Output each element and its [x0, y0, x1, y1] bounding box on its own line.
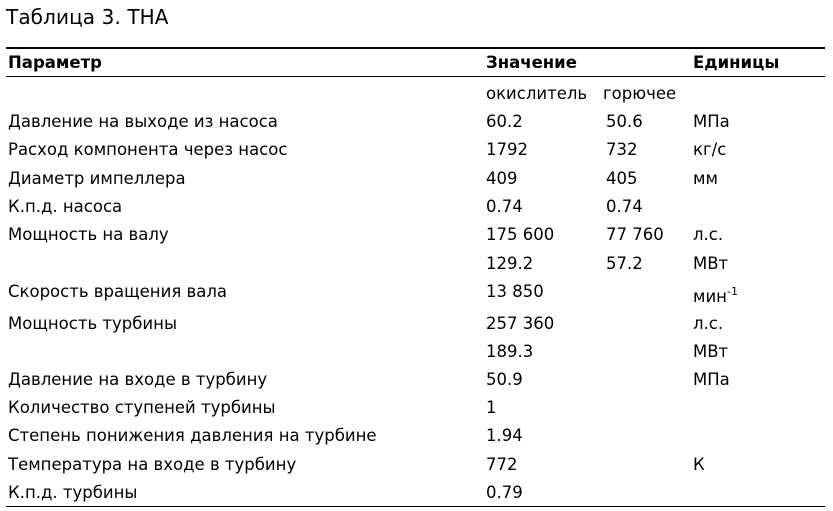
row-parameter: Количество ступеней турбины	[8, 398, 276, 417]
table-row: Скорость вращения вала 13 850 мин-1	[0, 281, 833, 309]
row-fuel-value: 77 760	[606, 225, 664, 244]
subheader-oxidizer: окислитель	[486, 84, 588, 103]
table-row: К.п.д. турбины 0.79	[0, 482, 833, 510]
row-unit: мм	[693, 168, 718, 190]
header-parameter: Параметр	[8, 53, 102, 72]
table-row: Степень понижения давления на турбине 1.9…	[0, 425, 833, 453]
row-parameter: К.п.д. насоса	[8, 197, 123, 216]
row-parameter: Расход компонента через насос	[8, 140, 288, 159]
row-parameter: Мощность турбины	[8, 314, 177, 333]
table-row: Диаметр импеллера 409 405 мм	[0, 168, 833, 196]
row-unit: кг/с	[693, 139, 726, 161]
row-parameter: К.п.д. турбины	[8, 483, 138, 502]
table-row: Мощность турбины 257 360 л.с.	[0, 313, 833, 341]
row-unit-text: мм	[693, 169, 718, 188]
row-unit: К	[693, 454, 705, 476]
table-caption: Таблица 3. THA	[6, 5, 169, 29]
row-unit-text: К	[693, 455, 705, 474]
row-unit-text: мин	[693, 287, 727, 306]
table-row: Расход компонента через насос 1792 732 кг/с	[0, 139, 833, 167]
row-oxidizer-value: 1792	[486, 140, 528, 159]
row-unit-text: кг/с	[693, 140, 727, 159]
table-row: 189.3 МВт	[0, 341, 833, 369]
row-oxidizer-value: 0.74	[486, 197, 523, 216]
table-row: 129.2 57.2 МВт	[0, 253, 833, 281]
row-fuel-value: 0.74	[606, 197, 643, 216]
row-fuel-value: 732	[606, 140, 638, 159]
row-parameter: Мощность на валу	[8, 225, 169, 244]
table-row: Давление на входе в турбину 50.9 МПа	[0, 369, 833, 397]
subheader-fuel: горючее	[603, 84, 677, 103]
row-unit: мин-1	[693, 281, 738, 308]
row-oxidizer-value: 60.2	[486, 112, 523, 131]
row-unit-text: МПа	[693, 112, 730, 131]
row-parameter: Степень понижения давления на турбине	[8, 426, 377, 445]
table-row: Температура на входе в турбину 772 К	[0, 454, 833, 482]
table-top-rule	[6, 47, 825, 49]
row-parameter: Давление на выходе из насоса	[8, 112, 278, 131]
row-oxidizer-value: 189.3	[486, 342, 534, 361]
row-unit: л.с.	[693, 224, 723, 246]
row-parameter: Диаметр импеллера	[8, 169, 186, 188]
header-units: Единицы	[693, 53, 780, 72]
row-oxidizer-value: 13 850	[486, 282, 544, 301]
row-oxidizer-value: 409	[486, 169, 518, 188]
row-oxidizer-value: 1	[486, 398, 497, 417]
row-parameter: Температура на входе в турбину	[8, 455, 297, 474]
table-row: Давление на выходе из насоса 60.2 50.6 МПа	[0, 111, 833, 139]
row-oxidizer-value: 129.2	[486, 254, 534, 273]
row-fuel-value: 50.6	[606, 112, 643, 131]
row-parameter: Давление на входе в турбину	[8, 370, 268, 389]
row-unit-text: л.с.	[693, 225, 724, 244]
row-unit: МВт	[693, 341, 728, 363]
row-parameter: Скорость вращения вала	[8, 282, 227, 301]
table-header-rule	[6, 76, 825, 77]
row-oxidizer-value: 1.94	[486, 426, 523, 445]
table-bottom-rule	[6, 506, 825, 507]
table-row: К.п.д. насоса 0.74 0.74	[0, 196, 833, 224]
header-value: Значение	[486, 53, 577, 72]
row-unit-text: МВт	[693, 254, 729, 273]
row-unit: л.с.	[693, 313, 723, 335]
row-fuel-value: 57.2	[606, 254, 643, 273]
row-unit-text: МВт	[693, 342, 729, 361]
row-unit: МПа	[693, 111, 730, 133]
table-row: Количество ступеней турбины 1	[0, 397, 833, 425]
row-oxidizer-value: 257 360	[486, 314, 555, 333]
row-unit-superscript: -1	[726, 285, 738, 298]
row-unit-text: МПа	[693, 370, 730, 389]
row-unit-text: л.с.	[693, 314, 724, 333]
row-fuel-value: 405	[606, 169, 638, 188]
row-unit: МВт	[693, 253, 728, 275]
row-oxidizer-value: 175 600	[486, 225, 555, 244]
row-oxidizer-value: 50.9	[486, 370, 523, 389]
table-row: Мощность на валу 175 600 77 760 л.с.	[0, 224, 833, 252]
row-unit: МПа	[693, 369, 730, 391]
row-oxidizer-value: 772	[486, 455, 518, 474]
row-oxidizer-value: 0.79	[486, 483, 523, 502]
